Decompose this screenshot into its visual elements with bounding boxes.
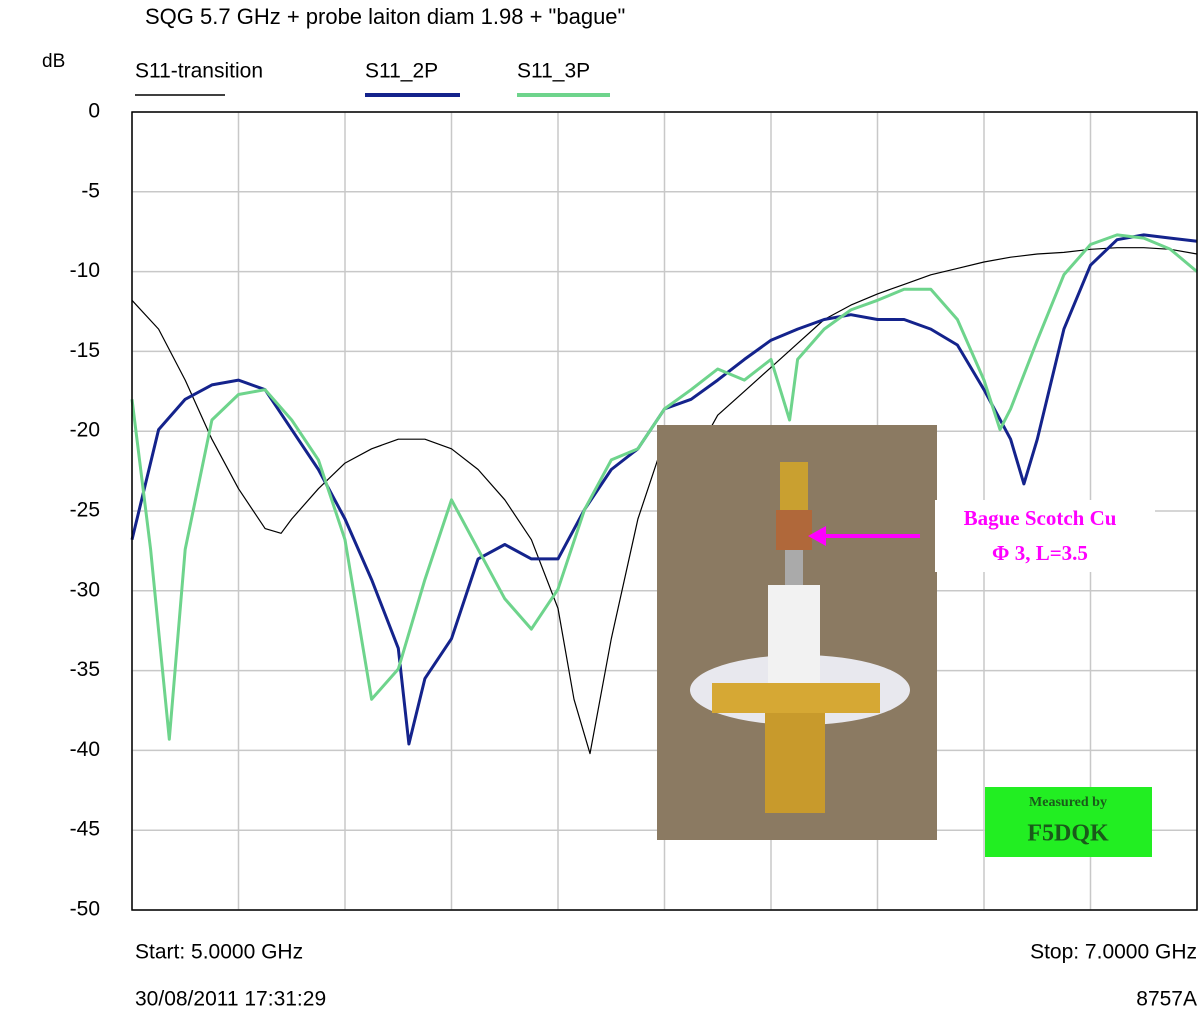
photo-flange (712, 683, 880, 713)
legend-label: S11-transition (135, 60, 263, 83)
start-label: Start: 5.0000 GHz (135, 941, 303, 964)
arrow-head (808, 526, 826, 546)
y-tick-label: -10 (70, 259, 100, 282)
y-tick-label: -40 (70, 738, 100, 761)
y-tick-label: -25 (70, 499, 100, 522)
annotation-text: Φ 3, L=3.5 (992, 541, 1088, 565)
series-line (130, 233, 1198, 741)
legend: S11-transition S11_2P S11_3P (135, 60, 610, 97)
y-tick-label: -20 (70, 419, 100, 442)
y-tick-label: -50 (70, 898, 100, 921)
legend-label: S11_3P (517, 60, 590, 83)
y-tick-label: -35 (70, 658, 100, 681)
photo-teflon (768, 585, 820, 685)
annotation-box (935, 500, 1155, 572)
series-line (131, 247, 1198, 755)
photo-ring (776, 510, 812, 550)
plot-frame (131, 111, 1198, 911)
lines (130, 233, 1198, 755)
inset-photo (657, 425, 937, 840)
badge (985, 787, 1152, 857)
y-tick-label: 0 (88, 100, 100, 123)
y-ticks: 0 -5 -10 -15 -20 -25 -30 -35 -40 -45 -50 (70, 100, 100, 921)
instrument: 8757A (1136, 988, 1197, 1011)
y-tick-label: -15 (70, 339, 100, 362)
badge-text: F5DQK (1027, 821, 1109, 847)
badge-text: Measured by (1029, 795, 1107, 810)
photo-wire (785, 550, 803, 590)
timestamp: 30/08/2011 17:31:29 (135, 988, 326, 1011)
stop-label: Stop: 7.0000 GHz (1030, 941, 1197, 964)
photo-thread (765, 713, 825, 813)
chart-title: SQG 5.7 GHz + probe laiton diam 1.98 + "… (145, 4, 625, 29)
legend-label: S11_2P (365, 60, 438, 83)
y-tick-label: -45 (70, 818, 100, 841)
annotation-text: Bague Scotch Cu (964, 506, 1117, 530)
y-tick-label: -30 (70, 578, 100, 601)
y-axis-label: dB (42, 51, 65, 72)
y-tick-label: -5 (81, 179, 100, 202)
